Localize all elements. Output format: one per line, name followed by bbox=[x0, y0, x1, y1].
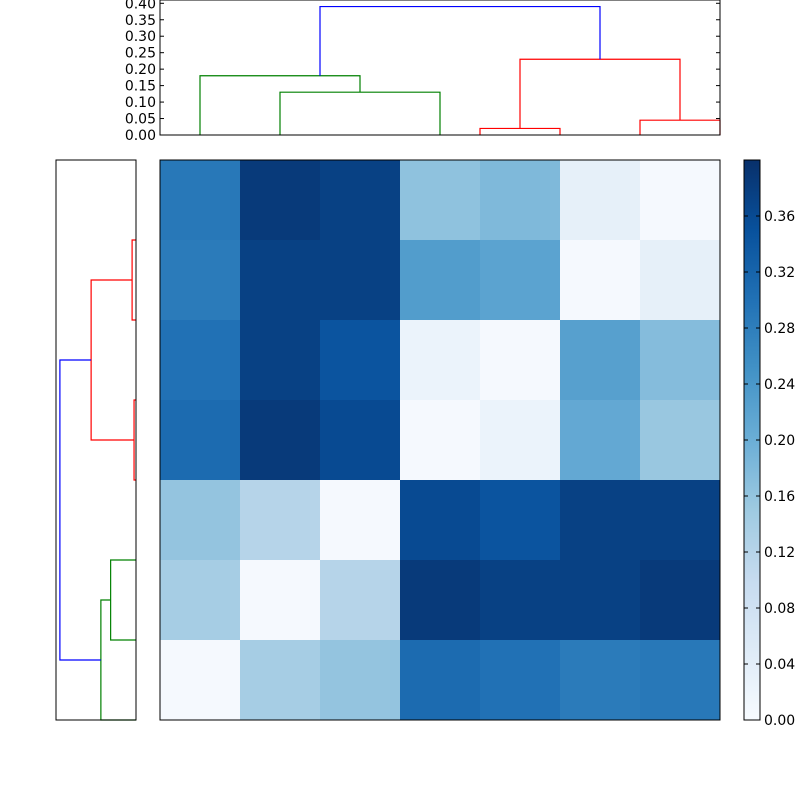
heatmap-cell bbox=[400, 640, 481, 721]
heatmap-cell bbox=[640, 240, 721, 321]
colorbar-tick-label: 0.24 bbox=[764, 377, 795, 393]
heatmap-cell bbox=[160, 560, 241, 641]
heatmap-cell bbox=[560, 640, 641, 721]
colorbar-tick-label: 0.04 bbox=[764, 657, 795, 673]
heatmap-cell bbox=[320, 320, 401, 401]
colorbar-tick-label: 0.32 bbox=[764, 265, 795, 281]
heatmap-cell bbox=[560, 400, 641, 481]
top-dendrogram-y-ticks: 0.000.050.100.150.200.250.300.350.40 bbox=[125, 0, 720, 144]
heatmap-cell bbox=[240, 640, 321, 721]
heatmap-cell bbox=[400, 560, 481, 641]
top-dendrogram-tick-label: 0.25 bbox=[125, 46, 156, 62]
top-dendrogram: 0.000.050.100.150.200.250.300.350.40 bbox=[125, 0, 721, 144]
colorbar-tick-label: 0.36 bbox=[764, 209, 795, 225]
top-dendrogram-link bbox=[319, 5, 601, 76]
heatmap-cell bbox=[560, 160, 641, 241]
heatmap-cell bbox=[480, 560, 561, 641]
top-dendrogram-tick-label: 0.15 bbox=[125, 79, 156, 95]
colorbar-gradient bbox=[744, 160, 760, 720]
top-dendrogram-frame bbox=[159, 0, 721, 136]
heatmap-cell bbox=[320, 240, 401, 321]
heatmap bbox=[159, 159, 721, 721]
heatmap-cell bbox=[320, 400, 401, 481]
heatmap-cell bbox=[320, 480, 401, 561]
left-dendrogram-link bbox=[59, 359, 101, 661]
colorbar-tick-label: 0.00 bbox=[764, 713, 795, 729]
heatmap-cell bbox=[640, 480, 721, 561]
top-dendrogram-tick-label: 0.20 bbox=[125, 62, 156, 78]
heatmap-cell bbox=[240, 240, 321, 321]
heatmap-cell bbox=[160, 400, 241, 481]
top-dendrogram-tick-label: 0.05 bbox=[125, 112, 156, 128]
top-dendrogram-tick-label: 0.30 bbox=[125, 29, 156, 45]
heatmap-cell bbox=[640, 640, 721, 721]
colorbar-tick-label: 0.08 bbox=[764, 601, 795, 617]
heatmap-cell bbox=[480, 400, 561, 481]
heatmap-cell bbox=[640, 400, 721, 481]
heatmap-cell bbox=[240, 560, 321, 641]
colorbar-tick-label: 0.20 bbox=[764, 433, 795, 449]
colorbar: 0.00 0.04 0.08 0.12 0.16 0.20 0.24 0.28 0.32 0.36 bbox=[743, 159, 795, 729]
heatmap-cell bbox=[400, 320, 481, 401]
left-dendrogram bbox=[55, 159, 137, 721]
colorbar-tick-label: 0.16 bbox=[764, 489, 795, 505]
heatmap-cell bbox=[480, 480, 561, 561]
heatmap-cell bbox=[400, 240, 481, 321]
colorbar-tick-label: 0.12 bbox=[764, 545, 795, 561]
top-dendrogram-link bbox=[199, 75, 361, 135]
heatmap-cell bbox=[240, 320, 321, 401]
heatmap-cell bbox=[240, 400, 321, 481]
heatmap-cell bbox=[160, 160, 241, 241]
heatmap-cell bbox=[480, 160, 561, 241]
heatmap-cell bbox=[400, 160, 481, 241]
heatmap-cells bbox=[160, 160, 721, 721]
heatmap-cell bbox=[400, 400, 481, 481]
heatmap-cell bbox=[320, 560, 401, 641]
top-dendrogram-tick-label: 0.00 bbox=[125, 128, 156, 144]
heatmap-cell bbox=[640, 320, 721, 401]
heatmap-cell bbox=[160, 240, 241, 321]
top-dendrogram-tick-label: 0.10 bbox=[125, 95, 156, 111]
top-dendrogram-links bbox=[199, 5, 721, 135]
heatmap-cell bbox=[560, 320, 641, 401]
heatmap-cell bbox=[240, 480, 321, 561]
heatmap-cell bbox=[160, 480, 241, 561]
heatmap-cell bbox=[480, 640, 561, 721]
heatmap-cell bbox=[160, 640, 241, 721]
colorbar-tick-label: 0.28 bbox=[764, 321, 795, 337]
heatmap-cell bbox=[560, 240, 641, 321]
heatmap-cell bbox=[320, 160, 401, 241]
heatmap-cell bbox=[160, 320, 241, 401]
top-dendrogram-tick-label: 0.40 bbox=[125, 0, 156, 12]
heatmap-cell bbox=[640, 160, 721, 241]
heatmap-cell bbox=[560, 480, 641, 561]
top-dendrogram-tick-label: 0.35 bbox=[125, 13, 156, 29]
colorbar-ticks: 0.00 0.04 0.08 0.12 0.16 0.20 0.24 0.28 0.32 0.36 bbox=[744, 209, 795, 729]
heatmap-frame bbox=[159, 159, 721, 721]
heatmap-cell bbox=[480, 240, 561, 321]
heatmap-cell bbox=[640, 560, 721, 641]
heatmap-cell bbox=[480, 320, 561, 401]
heatmap-cell bbox=[400, 480, 481, 561]
heatmap-cell bbox=[320, 640, 401, 721]
left-dendrogram-frame bbox=[55, 159, 137, 721]
heatmap-cell bbox=[240, 160, 321, 241]
heatmap-cell bbox=[560, 560, 641, 641]
